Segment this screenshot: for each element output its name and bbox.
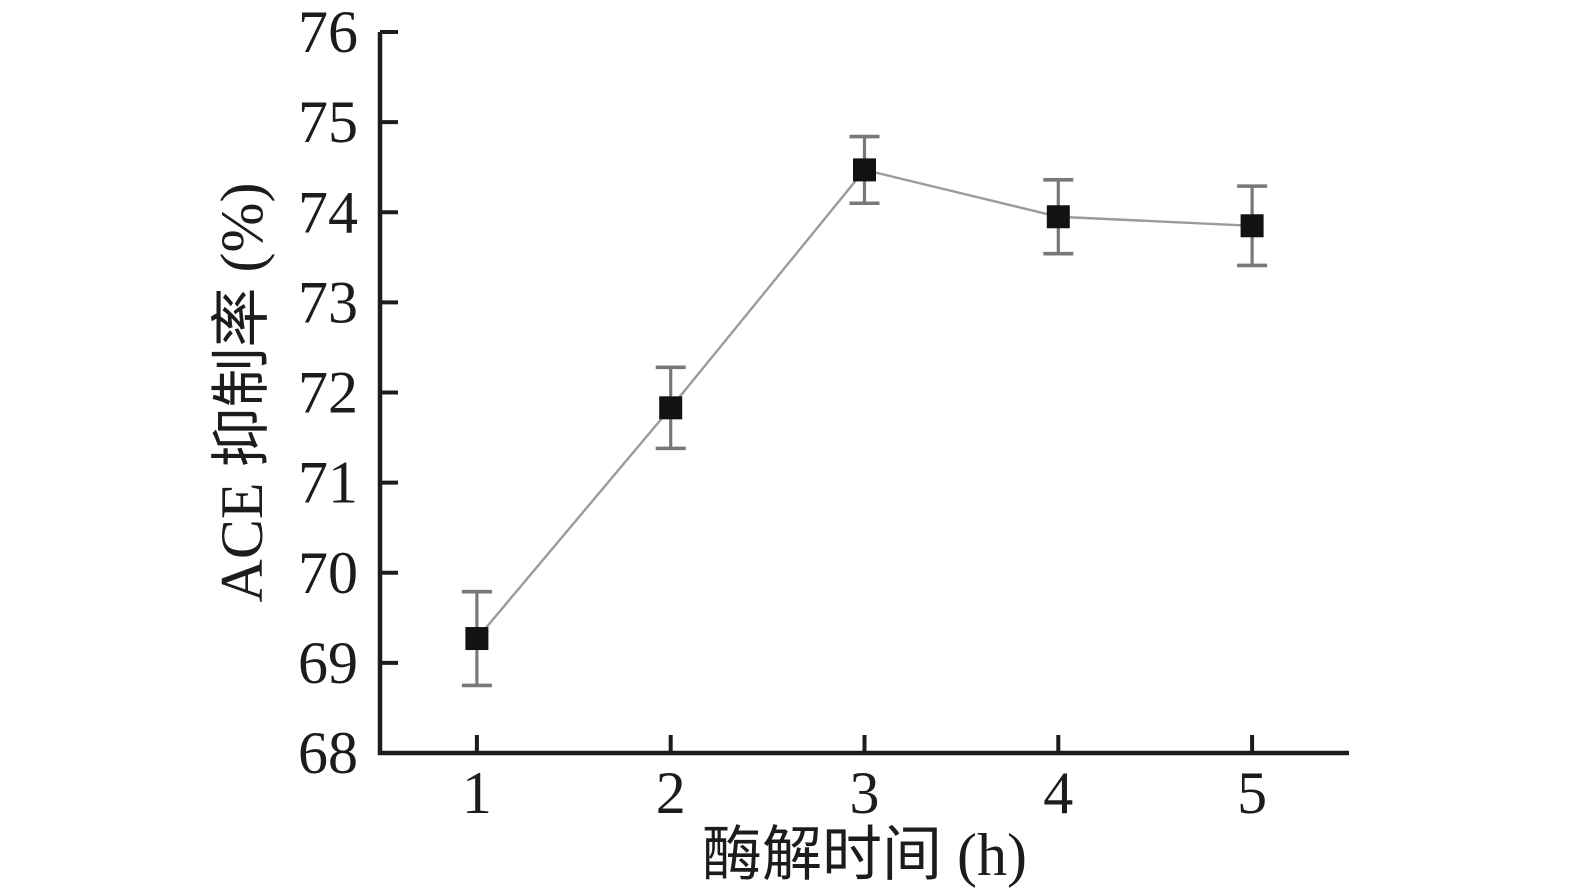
x-tick-label: 1 (462, 760, 492, 826)
y-tick-label: 73 (298, 269, 358, 335)
y-tick-label: 76 (298, 0, 358, 65)
y-tick-label: 74 (298, 179, 358, 245)
y-tick-label: 72 (298, 360, 358, 426)
y-tick-label: 68 (298, 720, 358, 786)
x-tick-label: 2 (656, 760, 686, 826)
data-point-marker (853, 158, 876, 182)
y-tick-label: 70 (298, 540, 358, 606)
data-point-marker (1046, 205, 1070, 229)
x-tick-label: 3 (850, 760, 880, 826)
x-tick-label: 5 (1237, 760, 1267, 826)
data-point-marker (659, 396, 683, 420)
data-point-marker (465, 627, 489, 651)
data-point-marker (1240, 214, 1264, 238)
y-tick-label: 75 (298, 89, 358, 155)
x-tick-label: 4 (1043, 760, 1073, 826)
y-tick-label: 71 (298, 450, 358, 516)
series-line (475, 168, 1253, 640)
x-axis-label: 酶解时间 (h) (702, 822, 1027, 888)
y-axis-label: ACE 抑制率 (%) (209, 183, 275, 603)
y-tick-label: 69 (298, 630, 358, 696)
